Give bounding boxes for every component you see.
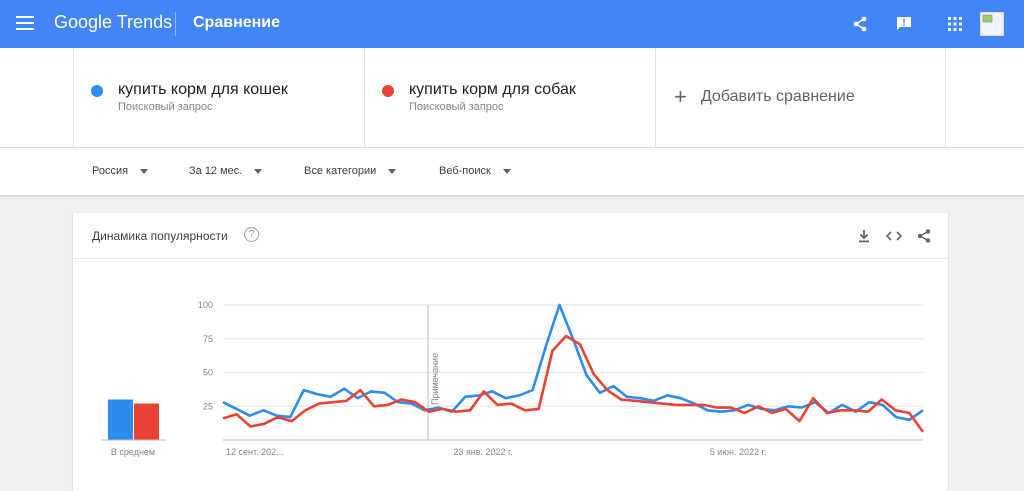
dropdown-arrow-icon [140, 168, 149, 174]
dropdown-arrow-icon [502, 168, 511, 174]
term-card-1[interactable]: купить корм для кошек Поисковый запрос [73, 48, 364, 147]
interest-chart: 25 50 75 100 Примечание В среднем 12 сент. 202… [101, 300, 925, 457]
add-comparison-label: Добавить сравнение [700, 88, 855, 105]
feedback-icon[interactable] [892, 12, 916, 36]
average-bar [108, 399, 133, 440]
card-title: Динамика популярности [92, 229, 228, 243]
filter-bar: Россия За 12 мес. Все категории Веб-поис… [0, 147, 1024, 195]
top-bar: Google Trends Сравнение [0, 0, 1024, 48]
avatar[interactable] [980, 12, 1004, 36]
category-value: Все категории [304, 165, 377, 177]
y-tick-label: 25 [203, 401, 213, 411]
term-card-2[interactable]: купить корм для собак Поисковый запрос [364, 48, 655, 147]
term-color-dot [382, 85, 394, 97]
compare-bar: купить корм для кошек Поисковый запрос к… [0, 48, 1024, 147]
help-icon[interactable]: ? [244, 227, 259, 242]
x-tick-label: 5 июн. 2022 г. [710, 447, 766, 457]
apps-grid-icon[interactable] [943, 12, 967, 36]
term-type: Поисковый запрос [409, 101, 504, 113]
dropdown-arrow-icon [254, 168, 263, 174]
term-color-dot [91, 85, 103, 97]
dropdown-arrow-icon [388, 168, 397, 174]
region-dropdown[interactable]: Россия [92, 165, 149, 177]
download-icon[interactable] [855, 227, 873, 245]
interest-over-time-card: Динамика популярности ? 25 50 75 100 Примеча… [73, 213, 948, 491]
y-tick-label: 100 [198, 300, 213, 310]
category-dropdown[interactable]: Все категории [304, 165, 397, 177]
period-dropdown[interactable]: За 12 мес. [189, 165, 263, 177]
x-tick-label: 12 сент. 202... [226, 447, 284, 457]
y-tick-label: 75 [203, 334, 213, 344]
share-icon[interactable] [915, 227, 933, 245]
add-comparison-card: + Добавить сравнение [655, 48, 946, 147]
annotation-label: Примечание [430, 353, 440, 405]
google-trends-logo[interactable]: Google Trends [54, 12, 173, 32]
plus-icon: + [674, 84, 687, 109]
term-type: Поисковый запрос [118, 101, 213, 113]
x-tick-label: 23 янв. 2022 г. [453, 447, 512, 457]
search-type-dropdown[interactable]: Веб-поиск [439, 165, 511, 177]
series-line [222, 334, 925, 433]
period-value: За 12 мес. [189, 165, 243, 177]
average-bar [134, 403, 159, 440]
share-icon[interactable] [848, 12, 872, 36]
card-header-divider [73, 258, 948, 259]
add-comparison-button[interactable]: + Добавить сравнение [674, 84, 855, 109]
page-title: Сравнение [193, 14, 281, 31]
embed-code-icon[interactable] [885, 227, 903, 245]
term-name: купить корм для собак [409, 81, 576, 98]
menu-icon[interactable] [16, 16, 34, 30]
average-label: В среднем [111, 447, 155, 457]
term-name: купить корм для кошек [118, 81, 288, 98]
y-tick-label: 50 [203, 368, 213, 378]
search-type-value: Веб-поиск [439, 165, 491, 177]
header-divider [175, 12, 176, 36]
region-value: Россия [92, 165, 129, 177]
